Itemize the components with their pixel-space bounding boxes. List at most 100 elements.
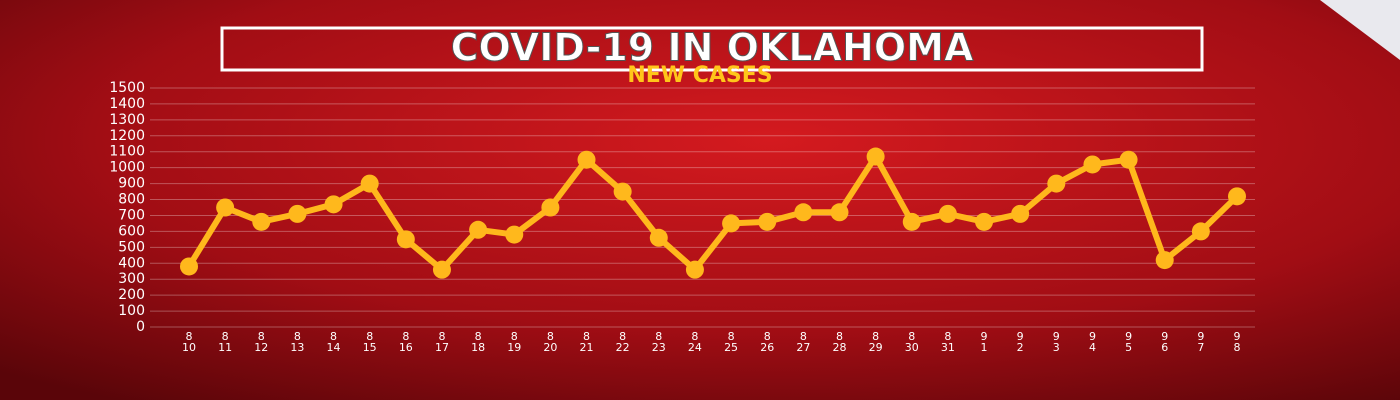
x-tick-month: 8 [222,330,229,343]
x-tick-month: 8 [438,330,445,343]
x-tick-month: 8 [944,330,951,343]
y-tick-label: 200 [118,287,145,303]
point [649,228,668,247]
y-tick-label: 900 [118,176,145,192]
x-tick-month: 8 [330,330,337,343]
x-tick-day: 1 [981,341,988,354]
y-tick-label: 600 [118,223,145,239]
x-tick-day: 13 [290,341,304,354]
point [288,204,307,223]
point [1083,155,1102,174]
x-tick-month: 9 [1089,330,1096,343]
x-tick-day: 25 [724,341,738,354]
point [975,212,994,231]
point [505,225,524,244]
point [469,220,488,239]
x-tick-day: 27 [796,341,810,354]
x-tick-day: 14 [327,341,341,354]
point [432,260,451,279]
x-tick-day: 10 [182,341,196,354]
x-tick-day: 8 [1234,341,1241,354]
x-tick-day: 23 [652,341,666,354]
x-tick-month: 8 [908,330,915,343]
y-tick-label: 1400 [109,96,145,112]
x-tick-month: 8 [294,330,301,343]
x-tick-day: 3 [1053,341,1060,354]
point [1047,174,1066,193]
point [758,212,777,231]
x-tick-day: 26 [760,341,774,354]
x-tick-day: 12 [254,341,268,354]
y-tick-label: 100 [118,303,145,319]
x-tick-day: 16 [399,341,413,354]
y-tick-label: 400 [118,255,145,271]
x-tick-month: 8 [186,330,193,343]
point [396,230,415,249]
x-tick-month: 8 [258,330,265,343]
x-tick-month: 9 [981,330,988,343]
x-tick-month: 9 [1125,330,1132,343]
x-tick-day: 30 [905,341,919,354]
plot: 0100200300400500600700800900100011001200… [109,80,1255,354]
point [938,204,957,223]
x-tick-day: 24 [688,341,702,354]
x-tick-month: 8 [402,330,409,343]
x-tick-month: 8 [836,330,843,343]
x-tick-month: 9 [1197,330,1204,343]
point [541,198,560,217]
x-tick-day: 21 [580,341,594,354]
point [866,147,885,166]
x-tick-day: 20 [543,341,557,354]
y-tick-label: 1300 [109,112,145,128]
chart-subtitle: NEW CASES [627,63,772,88]
chart-title: COVID-19 IN OKLAHOMA [451,26,974,70]
x-tick-month: 8 [655,330,662,343]
point [1155,251,1174,270]
x-tick-month: 8 [800,330,807,343]
point [360,174,379,193]
x-tick-day: 28 [832,341,846,354]
y-tick-label: 1500 [109,80,145,96]
x-tick-day: 18 [471,341,485,354]
y-tick-label: 0 [136,319,145,335]
x-tick-day: 31 [941,341,955,354]
point [902,212,921,231]
corner-decoration [1320,0,1400,60]
point [1191,222,1210,241]
x-tick-month: 8 [619,330,626,343]
point [722,214,741,233]
x-tick-month: 9 [1234,330,1241,343]
x-tick-day: 19 [507,341,521,354]
x-tick-month: 8 [511,330,518,343]
y-tick-label: 1000 [109,160,145,176]
point [180,257,198,276]
y-tick-label: 700 [118,207,145,223]
x-tick-day: 15 [363,341,377,354]
x-tick-day: 7 [1197,341,1204,354]
point [577,150,596,169]
x-tick-month: 8 [547,330,554,343]
x-tick-month: 8 [583,330,590,343]
x-tick-month: 9 [1053,330,1060,343]
point [252,212,271,231]
point [1228,187,1246,206]
x-tick-month: 8 [475,330,482,343]
point [830,203,849,222]
x-tick-day: 4 [1089,341,1096,354]
point [613,182,632,201]
x-tick-month: 8 [366,330,373,343]
title-box [220,26,1204,72]
point [324,195,343,214]
point [1119,150,1138,169]
x-tick-month: 8 [872,330,879,343]
x-tick-month: 9 [1017,330,1024,343]
x-tick-day: 2 [1017,341,1024,354]
x-tick-day: 17 [435,341,449,354]
point [216,198,235,217]
x-tick-day: 5 [1125,341,1132,354]
point [685,260,704,279]
x-tick-day: 6 [1161,341,1168,354]
x-tick-day: 22 [616,341,630,354]
